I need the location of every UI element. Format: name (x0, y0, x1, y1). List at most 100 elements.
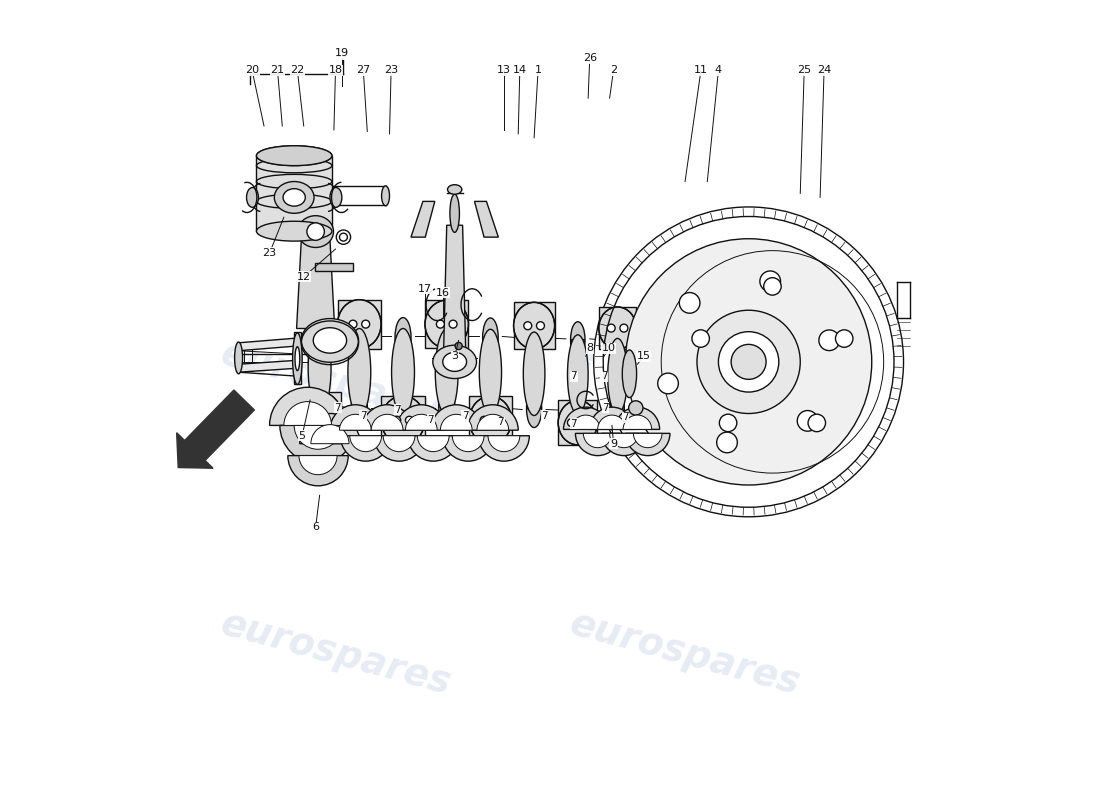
Polygon shape (514, 302, 554, 349)
Text: 21: 21 (271, 66, 285, 75)
Ellipse shape (298, 216, 333, 247)
Wedge shape (488, 436, 520, 452)
Polygon shape (297, 239, 334, 329)
Text: 7: 7 (394, 405, 400, 414)
Polygon shape (298, 392, 341, 441)
Text: eurospares: eurospares (217, 336, 454, 432)
Text: 5: 5 (298, 430, 306, 441)
Circle shape (818, 330, 839, 350)
Text: eurospares: eurospares (217, 606, 454, 702)
Ellipse shape (455, 342, 462, 350)
Ellipse shape (524, 322, 531, 330)
Wedge shape (583, 434, 612, 448)
Ellipse shape (436, 330, 459, 415)
Wedge shape (374, 436, 425, 461)
Ellipse shape (437, 320, 444, 328)
Text: 25: 25 (798, 66, 812, 75)
Ellipse shape (537, 322, 544, 330)
Ellipse shape (480, 416, 488, 424)
Circle shape (680, 293, 700, 314)
Polygon shape (411, 202, 434, 237)
Wedge shape (452, 436, 484, 452)
Ellipse shape (234, 342, 242, 374)
Wedge shape (477, 414, 508, 430)
Circle shape (692, 330, 710, 347)
Wedge shape (478, 436, 529, 461)
Circle shape (719, 414, 737, 432)
Circle shape (732, 344, 766, 379)
Text: 7: 7 (601, 371, 607, 381)
Polygon shape (609, 376, 626, 411)
Ellipse shape (406, 416, 414, 424)
Text: 4: 4 (715, 66, 722, 75)
Ellipse shape (349, 320, 356, 328)
Ellipse shape (607, 324, 615, 332)
Text: 7: 7 (541, 411, 548, 421)
Polygon shape (470, 396, 512, 444)
Ellipse shape (449, 320, 458, 328)
Wedge shape (288, 456, 349, 486)
Ellipse shape (450, 194, 460, 232)
Ellipse shape (308, 325, 331, 412)
Text: 9: 9 (610, 438, 617, 449)
Polygon shape (338, 300, 381, 349)
Ellipse shape (382, 396, 425, 445)
Ellipse shape (514, 302, 554, 349)
Wedge shape (590, 407, 635, 430)
Ellipse shape (246, 187, 258, 207)
Wedge shape (575, 434, 620, 456)
Ellipse shape (568, 418, 575, 426)
Ellipse shape (623, 350, 637, 398)
Wedge shape (623, 415, 651, 430)
Wedge shape (299, 456, 337, 474)
Text: 12: 12 (297, 272, 311, 282)
Polygon shape (395, 338, 411, 372)
Ellipse shape (558, 400, 597, 445)
Wedge shape (340, 436, 392, 461)
Wedge shape (340, 414, 372, 430)
Ellipse shape (439, 388, 454, 426)
Polygon shape (526, 374, 542, 409)
Polygon shape (294, 333, 300, 384)
Text: 1: 1 (535, 66, 541, 75)
Polygon shape (239, 360, 297, 372)
Ellipse shape (301, 318, 359, 362)
Polygon shape (382, 396, 425, 445)
Text: 13: 13 (497, 66, 510, 75)
Ellipse shape (351, 387, 367, 427)
Ellipse shape (298, 392, 341, 441)
Text: 7: 7 (428, 415, 435, 425)
Circle shape (717, 432, 737, 453)
Ellipse shape (448, 185, 462, 194)
Polygon shape (443, 226, 465, 354)
Circle shape (760, 271, 781, 292)
Wedge shape (626, 434, 670, 456)
Wedge shape (634, 434, 662, 448)
Text: 7: 7 (571, 419, 578, 429)
Ellipse shape (330, 187, 342, 207)
Ellipse shape (295, 346, 299, 370)
Polygon shape (598, 307, 636, 350)
Polygon shape (570, 340, 585, 374)
Text: eurospares: eurospares (565, 336, 804, 432)
Wedge shape (408, 436, 459, 461)
Circle shape (594, 207, 903, 517)
Ellipse shape (283, 189, 306, 206)
Polygon shape (425, 300, 469, 348)
Text: 7: 7 (462, 411, 469, 421)
Ellipse shape (256, 146, 332, 166)
Wedge shape (284, 402, 331, 426)
Wedge shape (299, 414, 360, 444)
Polygon shape (311, 334, 328, 368)
Circle shape (808, 414, 825, 432)
Circle shape (763, 278, 781, 295)
Wedge shape (383, 436, 415, 452)
Ellipse shape (348, 329, 371, 416)
Wedge shape (396, 405, 447, 430)
Wedge shape (330, 405, 381, 430)
Ellipse shape (571, 322, 585, 358)
Circle shape (836, 330, 852, 347)
Text: 11: 11 (694, 66, 708, 75)
Wedge shape (279, 426, 356, 463)
Ellipse shape (425, 300, 469, 348)
